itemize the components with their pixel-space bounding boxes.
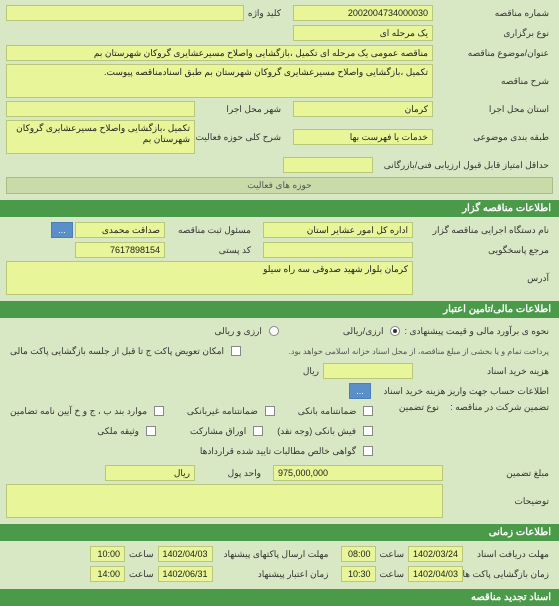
chk-nonbank[interactable]	[265, 406, 275, 416]
amount-field[interactable]: 975,000,000	[273, 465, 443, 481]
activity-area-subheader: حوزه های فعالیت	[6, 177, 553, 194]
g-bank: ضمانتنامه بانکی	[294, 406, 361, 417]
acct-lookup-button[interactable]: ...	[349, 383, 371, 399]
g-nonbank: ضمانتنامه غیربانکی	[183, 406, 262, 417]
category-field[interactable]: خدمات یا فهرست بها	[293, 129, 433, 145]
province-field[interactable]: کرمان	[293, 101, 433, 117]
chk-bank[interactable]	[363, 406, 373, 416]
valid-date[interactable]: 1402/06/31	[158, 566, 213, 582]
receive-label: مهلت دریافت اسناد	[463, 549, 553, 560]
unit-field[interactable]: ریال	[105, 465, 195, 481]
organizer-block: نام دستگاه اجرایی مناقصه گزار اداره کل ا…	[0, 217, 559, 301]
key-label: کلید واژه	[244, 8, 285, 19]
tender-basic-info: شماره مناقصه 2002004734000030 کلید واژه …	[0, 0, 559, 200]
financial-block: نحوه ی برآورد مالی و قیمت پیشنهادی : ارز…	[0, 318, 559, 524]
send-time[interactable]: 10:00	[90, 546, 125, 562]
notes-label: توضیحات	[443, 496, 553, 507]
notes-field[interactable]	[6, 484, 443, 518]
hold-type-field[interactable]: یک مرحله ای	[293, 25, 433, 41]
hold-type-label: نوع برگزاری	[433, 28, 553, 39]
send-label: مهلت ارسال پاکتهای پیشنهاد	[213, 549, 333, 560]
exec-field[interactable]: اداره کل امور عشایر استان	[263, 222, 413, 238]
key-field[interactable]	[6, 5, 244, 21]
payment-note: پرداخت تمام و یا بخشی از مبلغ مناقصه، از…	[241, 345, 553, 358]
buy-cost-label: هزینه خرید اسناد	[413, 366, 553, 377]
g-fish: فیش بانکی (وجه نقد)	[273, 426, 360, 437]
guarantee-label: تضمین شرکت در مناقصه :	[443, 402, 553, 413]
chk-certified[interactable]	[363, 446, 373, 456]
amount-label: مبلغ تضمین	[443, 468, 553, 479]
opt-currency-goods: ارزی و ریالی	[210, 326, 265, 337]
open-label: زمان بازگشایی پاکت ها	[463, 569, 553, 580]
province-label: استان محل اجرا	[433, 104, 553, 115]
send-time-label: ساعت	[125, 549, 158, 560]
responder-field[interactable]	[263, 242, 413, 258]
open-date[interactable]: 1402/04/03	[408, 566, 463, 582]
exec-label: نام دستگاه اجرایی مناقصه گزار	[413, 225, 553, 236]
guarantee-type-label: نوع تضمین	[373, 402, 443, 413]
desc-field[interactable]: تکمیل ،بازگشایی واصلاح مسیرعشایری گروکان…	[6, 64, 433, 98]
pkt-swap-checkbox[interactable]	[231, 346, 241, 356]
receive-date[interactable]: 1402/03/24	[408, 546, 463, 562]
opt-currency-value: ارزی/ریالی	[339, 326, 388, 337]
tender-no-label: شماره مناقصه	[433, 8, 553, 19]
open-time[interactable]: 10:30	[341, 566, 376, 582]
organizer-header: اطلاعات مناقصه گزار	[0, 200, 559, 217]
radio-currency-value[interactable]	[390, 326, 400, 336]
activity-code-label: شرح کلی حوزه فعالیت	[195, 132, 285, 143]
min-score-label: حداقل امتیاز قابل قبول ارزیابی فنی/بازرگ…	[373, 160, 553, 171]
address-label: آدرس	[413, 273, 553, 284]
timing-block: مهلت دریافت اسناد 1402/03/24 ساعت 08:00 …	[0, 541, 559, 589]
category-label: طبقه بندی موضوعی	[433, 132, 553, 143]
subject-label: عنوان/موضوع مناقصه	[433, 48, 553, 59]
receive-time-label: ساعت	[376, 549, 409, 560]
postal-field[interactable]: 7617898154	[75, 242, 165, 258]
reg-resp-label: مسئول ثبت مناقصه	[165, 225, 255, 236]
valid-time-label: ساعت	[125, 569, 158, 580]
g-property: وثیقه ملکی	[93, 426, 143, 437]
reg-resp-lookup-button[interactable]: ...	[51, 222, 73, 238]
city-field[interactable]	[6, 101, 195, 117]
radio-currency-goods[interactable]	[269, 326, 279, 336]
activity-code-field[interactable]: تکمیل ،بازگشایی واصلاح مسیرعشایری گروکان…	[6, 120, 195, 154]
receive-time[interactable]: 08:00	[341, 546, 376, 562]
chk-property[interactable]	[146, 426, 156, 436]
valid-label: زمان اعتبار پیشنهاد	[213, 569, 333, 580]
acct-label: اطلاعات حساب جهت واریز هزینه خرید اسناد	[373, 386, 553, 397]
estimate-label: نحوه ی برآورد مالی و قیمت پیشنهادی :	[400, 326, 553, 337]
chk-cases[interactable]	[154, 406, 164, 416]
g-securities: اوراق مشارکت	[186, 426, 250, 437]
chk-securities[interactable]	[253, 426, 263, 436]
responder-label: مرجع پاسخگویی	[413, 245, 553, 256]
g-certified: گواهی خالص مطالبات تایید شده قراردادها	[196, 446, 360, 457]
unit-label: واحد پول	[195, 468, 265, 479]
buy-cost-field[interactable]	[323, 363, 413, 379]
city-label: شهر محل اجرا	[195, 104, 285, 115]
timing-header: اطلاعات زمانی	[0, 524, 559, 541]
address-field[interactable]: کرمان بلوار شهید صدوقی سه راه سیلو	[6, 261, 413, 295]
financial-header: اطلاعات مالی/تامین اعتبار	[0, 301, 559, 318]
tender-no-field[interactable]: 2002004734000030	[293, 5, 433, 21]
reg-resp-field[interactable]: صداقت محمدی	[75, 222, 165, 238]
desc-label: شرح مناقصه	[433, 76, 553, 87]
subject-field[interactable]: مناقصه عمومی یک مرحله ای تکمیل ،بازگشایی…	[6, 45, 433, 61]
send-date[interactable]: 1402/04/03	[158, 546, 213, 562]
min-score-field[interactable]	[283, 157, 373, 173]
postal-label: کد پستی	[165, 245, 255, 256]
docs-header: اسناد تجدید مناقصه	[0, 589, 559, 606]
currency-label: ریال	[299, 366, 323, 377]
valid-time[interactable]: 14:00	[90, 566, 125, 582]
chk-fish[interactable]	[363, 426, 373, 436]
open-time-label: ساعت	[376, 569, 409, 580]
g-cases: موارد بند ب ، ج و خ آیین نامه تضامین	[6, 406, 151, 417]
guarantee-options: ضمانتنامه بانکی ضمانتنامه غیربانکی موارد…	[6, 402, 373, 462]
pkt-swap-label: امکان تعویض پاکت ج تا قبل از جلسه بازگشا…	[6, 346, 228, 357]
